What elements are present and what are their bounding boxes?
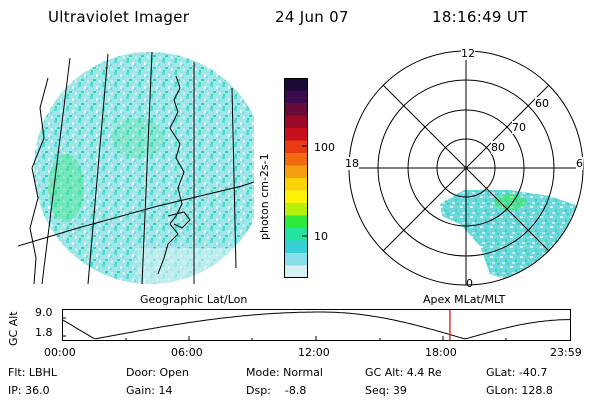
coastline-west (29, 77, 49, 285)
altitude-axis-label: GC Alt (7, 311, 20, 346)
mlat-label-70: 70 (512, 121, 526, 134)
x-tick-0600: 06:00 (171, 346, 203, 359)
colorbar-swatch (284, 265, 308, 278)
colorbar-swatch (284, 178, 308, 192)
mlt-label-6: 6 (576, 157, 583, 170)
colorbar (284, 78, 308, 278)
colorbar-swatch (284, 128, 308, 142)
geographic-title: Geographic Lat/Lon (140, 293, 248, 306)
observation-date: 24 Jun 07 (275, 8, 349, 26)
instrument-title: Ultraviolet Imager (48, 8, 190, 26)
apex-title: Apex MLat/MLT (423, 293, 506, 306)
colorbar-swatch (284, 203, 308, 217)
x-tick-0000: 00:00 (44, 346, 76, 359)
colorbar-swatch (284, 215, 308, 229)
colorbar-swatch (284, 240, 308, 254)
mlt-label-18: 18 (345, 157, 359, 170)
observation-time: 18:16:49 UT (432, 8, 528, 26)
glat-info: GLat: -40.7 (486, 366, 548, 379)
y-tick-9: 9.0 (35, 306, 53, 319)
altitude-curve (62, 311, 571, 340)
coastline (157, 75, 185, 275)
colorbar-swatch (284, 228, 308, 242)
mlat-label-80: 80 (491, 141, 505, 154)
mlat-label-60: 60 (535, 97, 549, 110)
filter-info: Flt: LBHL (8, 366, 57, 379)
colorbar-swatch (284, 90, 308, 104)
x-tick-1200: 12:00 (298, 346, 330, 359)
glon-info: GLon: 128.8 (486, 384, 553, 397)
gc-alt-info: GC Alt: 4.4 Re (365, 366, 442, 379)
colorbar-swatch (284, 190, 308, 204)
door-info: Door: Open (126, 366, 189, 379)
colorbar-swatch (284, 253, 308, 267)
colorbar-swatch (284, 165, 308, 179)
colorbar-swatch (284, 78, 308, 92)
seq-info: Seq: 39 (365, 384, 407, 397)
colorbar-swatch (284, 115, 308, 129)
x-tick-2359: 23:59 (550, 346, 582, 359)
gain-info: Gain: 14 (126, 384, 173, 397)
ip-info: IP: 36.0 (8, 384, 50, 397)
colorbar-swatch (284, 103, 308, 117)
polar-plot (348, 50, 584, 286)
altitude-timeline (62, 309, 571, 341)
colorbar-label: photon cm-2s-1 (258, 153, 271, 240)
y-tick-1-8: 1.8 (35, 326, 53, 339)
mlt-label-0: 0 (466, 277, 473, 290)
mlt-label-12: 12 (461, 47, 475, 60)
colorbar-tick-100: 100 (314, 141, 335, 154)
colorbar-swatch (284, 153, 308, 167)
earth-disk (34, 52, 254, 284)
colorbar-tick-10: 10 (314, 230, 328, 243)
colorbar-swatch (284, 140, 308, 154)
x-tick-1800: 18:00 (425, 346, 457, 359)
dsp-info: Dsp: -8.8 (246, 384, 307, 397)
mode-info: Mode: Normal (246, 366, 323, 379)
geographic-image (18, 51, 254, 285)
